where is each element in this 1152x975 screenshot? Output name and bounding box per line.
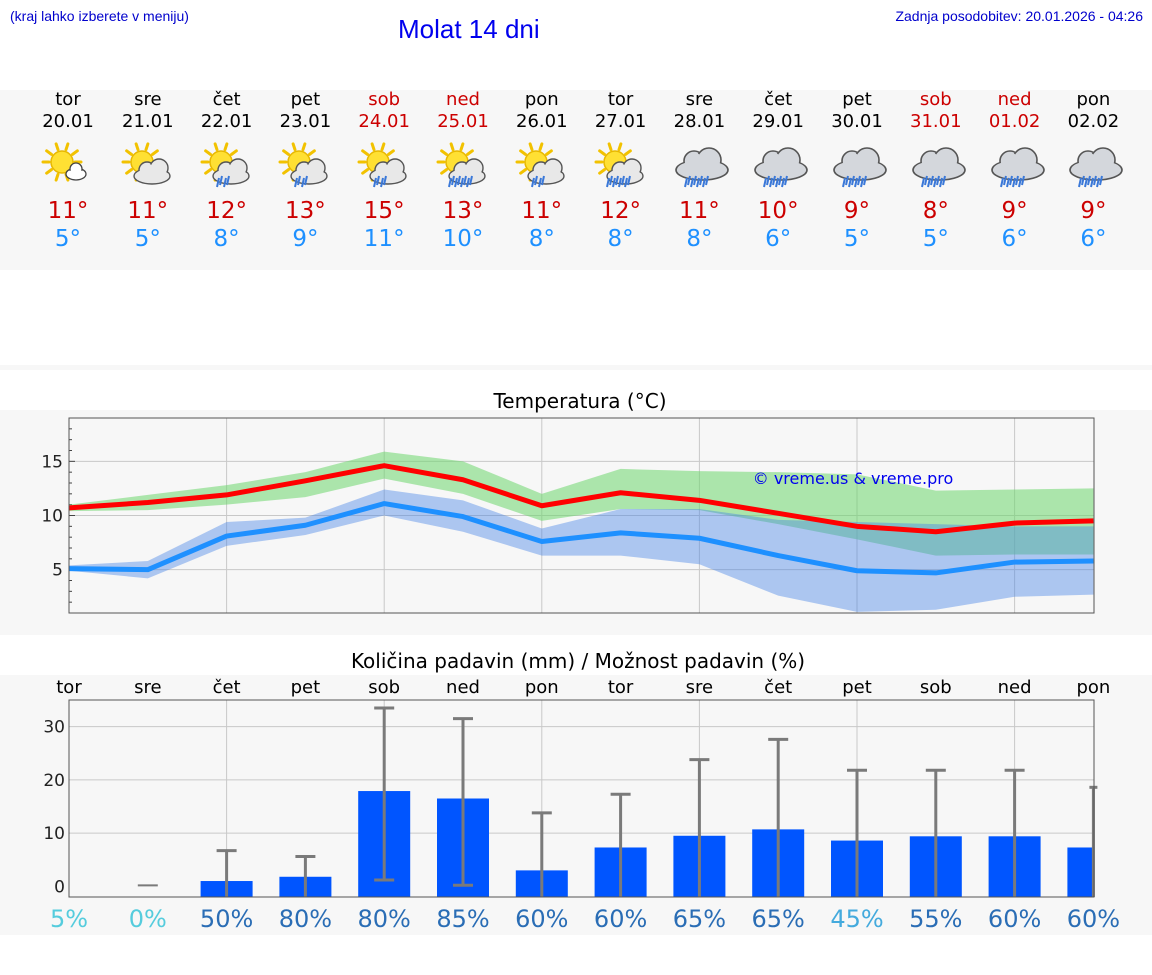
temp-min: 6° (765, 226, 792, 252)
day-name: pet (290, 89, 321, 110)
temp-max: 12° (600, 198, 641, 224)
day-date: 20.01 (42, 111, 94, 132)
day-date: 25.01 (437, 111, 489, 132)
temp-max: 11° (127, 198, 169, 224)
sun-cloud-rain-icon (514, 140, 574, 192)
day-date: 27.01 (594, 111, 647, 132)
day-name: sob (368, 89, 401, 110)
day-name: tor (55, 89, 81, 110)
day-date: 02.02 (1067, 111, 1120, 132)
temp-min: 5° (922, 226, 949, 252)
day-date: 23.01 (279, 111, 332, 132)
temp-max: 9° (1080, 198, 1107, 224)
precip-chart-title: Količina padavin (mm) / Možnost padavin … (351, 649, 805, 673)
temp-max: 15° (363, 198, 405, 224)
temp-min: 5° (54, 226, 82, 252)
day-name: sre (134, 89, 162, 110)
temp-min: 8° (607, 226, 634, 252)
day-date: 28.01 (673, 111, 726, 132)
day-name: pon (524, 89, 559, 110)
day-name: pon (1076, 89, 1111, 110)
temp-max: 13° (442, 198, 484, 224)
temp-min: 6° (1001, 226, 1028, 252)
temp-max: 11° (47, 198, 89, 224)
temp-max: 11° (679, 198, 720, 224)
precip-band (0, 675, 1152, 935)
day-date: 26.01 (516, 111, 568, 132)
temp-max: 9° (1001, 198, 1028, 224)
temp-max: 12° (206, 198, 247, 224)
temp-max: 10° (757, 198, 799, 224)
day-date: 24.01 (358, 111, 410, 132)
day-date: 30.01 (831, 111, 883, 132)
day-name: čet (764, 89, 793, 110)
day-name: pet (842, 89, 872, 110)
sun-cloud-heavy-rain-icon (593, 140, 653, 192)
day-date: 21.01 (122, 111, 174, 132)
day-name: ned (446, 89, 480, 110)
cloud-heavy-rain-icon (987, 140, 1047, 192)
sun-cloud-rain-icon (199, 140, 259, 192)
temp-min: 5° (843, 226, 871, 252)
temp-min: 8° (528, 226, 555, 252)
temp-min: 10° (442, 226, 484, 252)
day-name: sob (919, 89, 952, 110)
sun-cloud-rain-icon (277, 140, 337, 192)
last-updated: Zadnja posodobitev: 20.01.2026 - 04:26 (895, 8, 1143, 24)
cloud-heavy-rain-icon (1065, 140, 1125, 192)
day-name: ned (997, 89, 1032, 110)
day-date: 29.01 (752, 111, 804, 132)
page-title: Molat 14 dni (398, 14, 540, 44)
day-date: 31.01 (910, 111, 962, 132)
cloud-heavy-rain-icon (750, 140, 810, 192)
temp-max: 13° (285, 198, 326, 224)
separator-band (0, 365, 1152, 370)
temp-min: 9° (292, 226, 319, 252)
day-name: tor (607, 89, 634, 110)
sun-cloud-icon (120, 140, 180, 192)
temp-min: 6° (1080, 226, 1107, 252)
day-date: 22.01 (200, 111, 253, 132)
sun-cloud-rain-icon (356, 140, 416, 192)
temp-min: 11° (363, 226, 405, 252)
temp-min: 8° (213, 226, 240, 252)
day-date: 01.02 (988, 111, 1041, 132)
day-name: čet (212, 89, 241, 110)
day-name: sre (685, 89, 714, 110)
temp-min: 8° (686, 226, 713, 252)
temperature-band (0, 410, 1152, 635)
cloud-heavy-rain-icon (908, 140, 968, 192)
temp-max: 11° (521, 198, 563, 224)
cloud-heavy-rain-icon (671, 140, 731, 192)
region-hint: (kraj lahko izberete v meniju) (10, 8, 189, 24)
temp-min: 5° (134, 226, 161, 252)
temp-max: 8° (922, 198, 949, 224)
cloud-heavy-rain-icon (829, 140, 889, 192)
sun-cloud-heavy-rain-icon (435, 140, 495, 192)
temp-max: 9° (843, 198, 871, 224)
forecast-band (0, 90, 1152, 270)
sun-small-cloud-icon (40, 140, 100, 192)
